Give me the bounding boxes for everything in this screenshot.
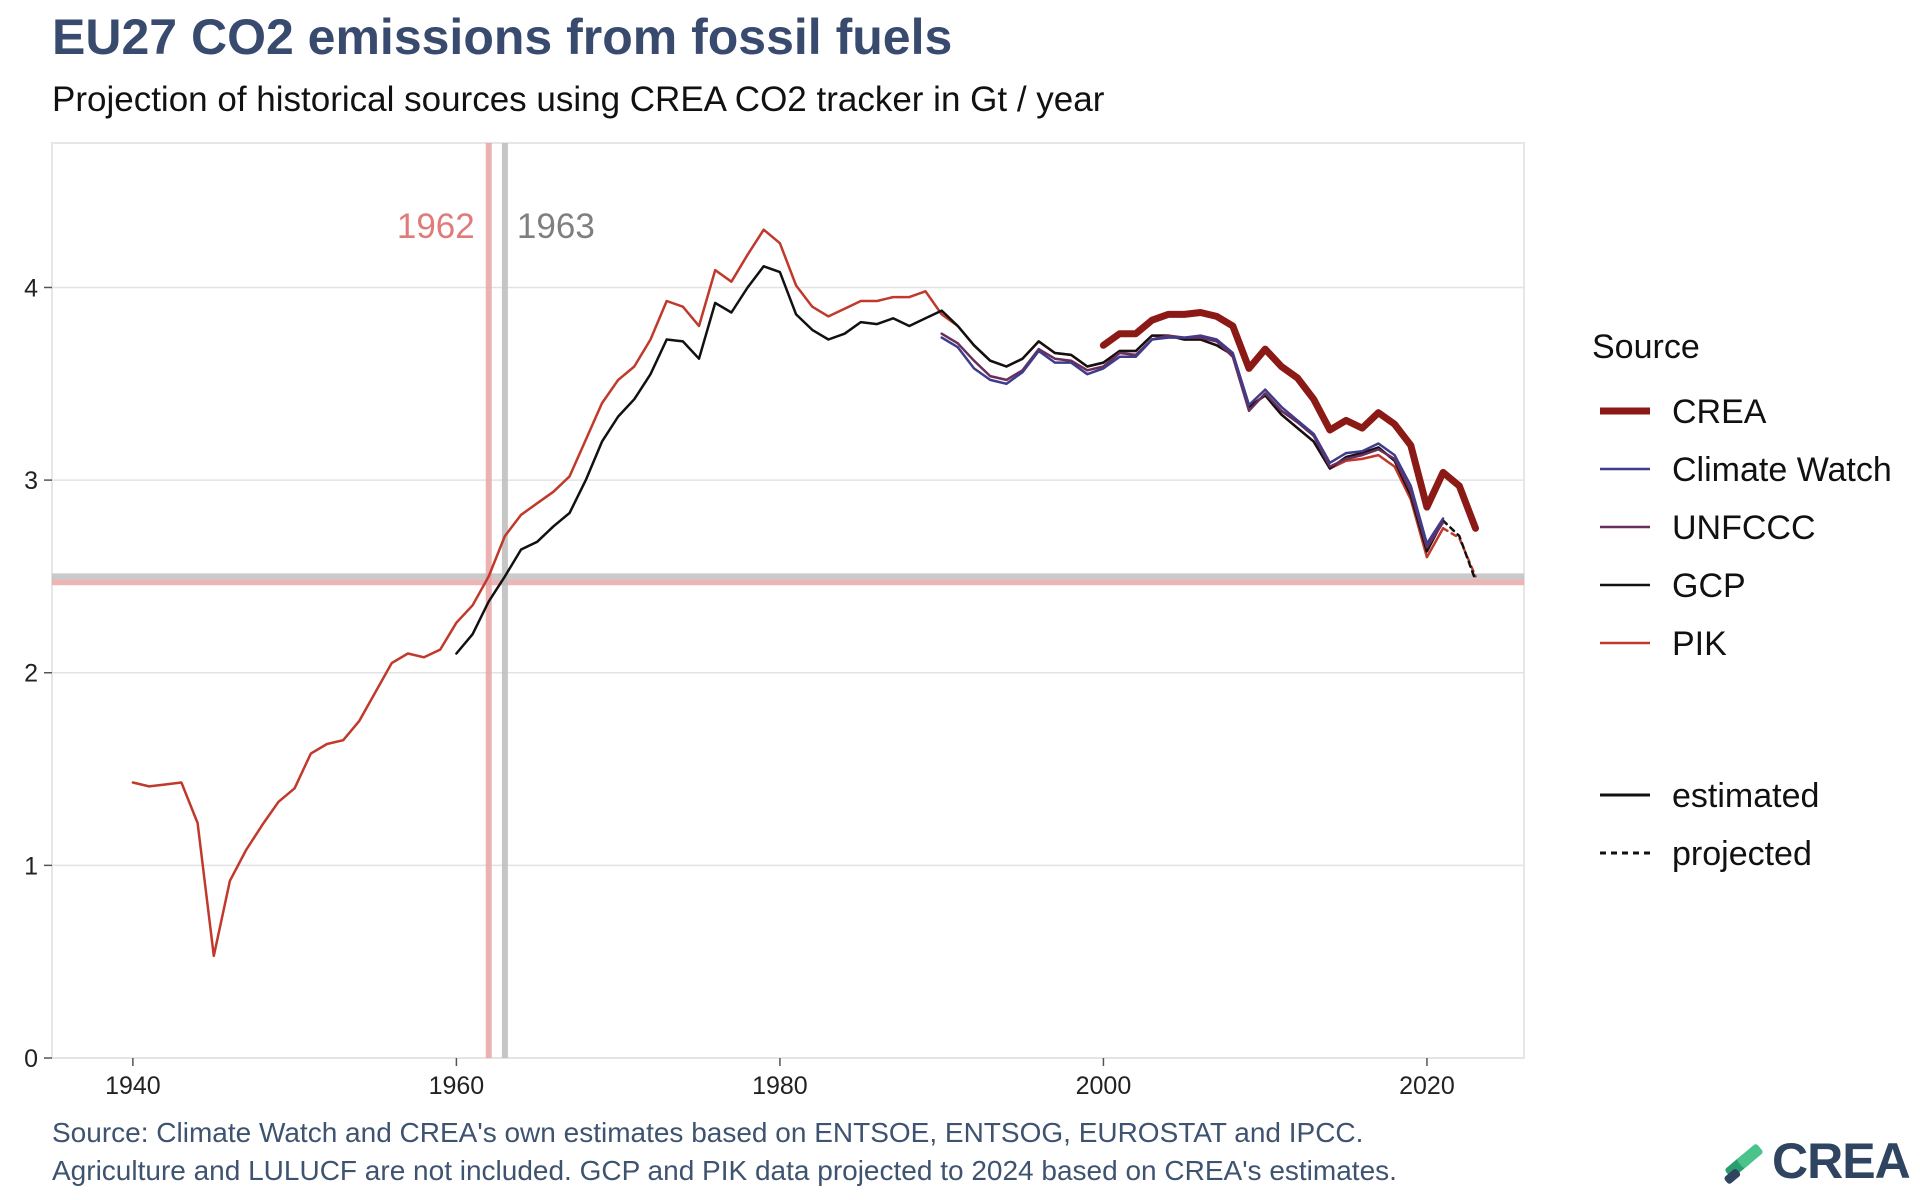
- legend-label: PIK: [1672, 625, 1727, 663]
- crea-logo-text: CREA: [1772, 1133, 1911, 1189]
- y-tick-label: 0: [24, 1045, 38, 1073]
- y-tick-label: 3: [24, 467, 38, 495]
- legend-label: UNFCCC: [1672, 509, 1816, 547]
- legend-label: projected: [1672, 835, 1812, 873]
- x-tick-label: 2020: [1399, 1072, 1455, 1100]
- legend-title: Source: [1592, 328, 1700, 366]
- series-line-climate-watch: [940, 334, 1445, 545]
- series-line-crea: [1099, 309, 1479, 532]
- plot-panel-border: [51, 142, 1525, 1059]
- crea-logo-icon: [1724, 1144, 1763, 1184]
- chart-title: EU27 CO2 emissions from fossil fuels: [52, 9, 953, 65]
- legend-label: CREA: [1672, 393, 1767, 431]
- reference-line-label: 1962: [397, 207, 475, 246]
- x-tick-label: 1980: [752, 1072, 808, 1100]
- caption-line-1: Source: Climate Watch and CREA's own est…: [52, 1117, 1364, 1148]
- series-line-gcp-projected: [1441, 519, 1477, 582]
- chart-subtitle: Projection of historical sources using C…: [52, 80, 1105, 119]
- x-tick-label: 1960: [429, 1072, 485, 1100]
- x-tick-label: 2000: [1076, 1072, 1132, 1100]
- crea-logo: CREA: [1722, 1132, 1911, 1190]
- reference-line-label: 1963: [517, 207, 595, 246]
- y-tick-label: 1: [24, 852, 38, 880]
- x-tick-label: 1940: [105, 1072, 161, 1100]
- series-line-unfccc: [940, 332, 1445, 549]
- series-line-gcp: [455, 265, 1445, 655]
- caption-line-2: Agriculture and LULUCF are not included.…: [52, 1155, 1397, 1186]
- y-tick-label: 4: [24, 274, 38, 302]
- series-line-pik: [131, 228, 1445, 958]
- y-tick-label: 2: [24, 660, 38, 688]
- legend-label: Climate Watch: [1672, 451, 1892, 489]
- legend-label: estimated: [1672, 777, 1819, 815]
- legend-label: GCP: [1672, 567, 1746, 605]
- source-caption: Source: Climate Watch and CREA's own est…: [52, 1114, 1397, 1190]
